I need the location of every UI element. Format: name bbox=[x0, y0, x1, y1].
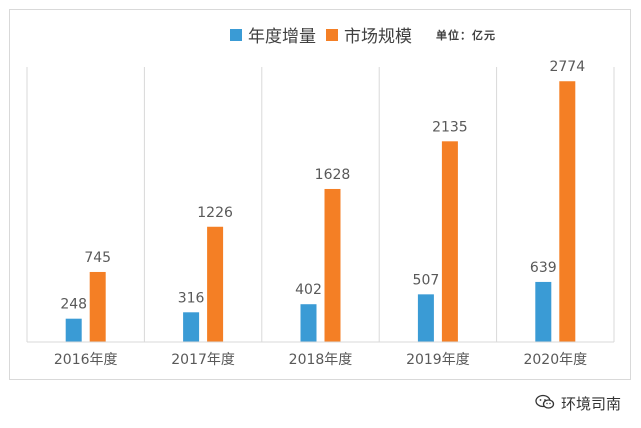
x-tick-label-1: 2016年度 bbox=[54, 352, 118, 368]
value-label-series-1-4: 507 bbox=[413, 272, 440, 288]
x-tick-label-4: 2019年度 bbox=[406, 352, 470, 368]
unit-label: 单位：亿元 bbox=[436, 28, 496, 42]
x-tick-label-2: 2017年度 bbox=[171, 352, 235, 368]
value-label-series-2-4: 2135 bbox=[432, 119, 468, 135]
value-labels-group: 248 745 316 1226 402 1628 507 2135 639 2774 bbox=[60, 59, 585, 312]
legend-swatch-series-1 bbox=[230, 28, 242, 41]
wechat-icon bbox=[535, 394, 555, 414]
value-label-series-1-5: 639 bbox=[530, 260, 557, 276]
category-dividers bbox=[26, 67, 615, 342]
legend-swatch-series-2 bbox=[326, 28, 338, 41]
bar-series-1-5 bbox=[535, 281, 552, 342]
value-label-series-2-1: 745 bbox=[84, 250, 111, 266]
bar-series-1-4 bbox=[417, 294, 434, 342]
value-label-series-1-1: 248 bbox=[60, 297, 87, 313]
bar-series-2-3 bbox=[324, 188, 341, 342]
x-tick-label-3: 2018年度 bbox=[289, 352, 353, 368]
value-label-series-1-3: 402 bbox=[295, 282, 322, 298]
value-label-series-2-5: 2774 bbox=[549, 59, 585, 75]
legend-label-series-1: 年度增量 bbox=[248, 27, 316, 47]
value-label-series-2-2: 1226 bbox=[197, 205, 233, 221]
legend-item-series-1: 年度增量 bbox=[230, 22, 316, 47]
watermark-text: 环境司南 bbox=[560, 395, 621, 413]
x-tick-labels-group: 2016年度 2017年度 2018年度 2019年度 2020年度 bbox=[54, 352, 587, 368]
legend-item-series-2: 市场规模 bbox=[326, 22, 412, 47]
bar-series-2-5 bbox=[559, 81, 576, 342]
value-label-series-2-3: 1628 bbox=[315, 167, 351, 183]
x-tick-label-5: 2020年度 bbox=[523, 352, 587, 368]
chart-frame bbox=[9, 9, 631, 380]
bar-series-1-3 bbox=[300, 304, 317, 342]
bars-group bbox=[65, 81, 576, 342]
bar-series-2-2 bbox=[207, 226, 224, 342]
value-label-series-1-2: 316 bbox=[178, 290, 205, 306]
bar-series-2-1 bbox=[89, 271, 106, 342]
legend: 年度增量 市场规模 单位：亿元 bbox=[230, 22, 496, 47]
bar-series-1-1 bbox=[65, 318, 82, 342]
bar-series-2-4 bbox=[441, 141, 458, 342]
watermark: 环境司南 bbox=[535, 393, 621, 414]
bar-series-1-2 bbox=[183, 312, 200, 342]
legend-label-series-2: 市场规模 bbox=[344, 27, 412, 47]
